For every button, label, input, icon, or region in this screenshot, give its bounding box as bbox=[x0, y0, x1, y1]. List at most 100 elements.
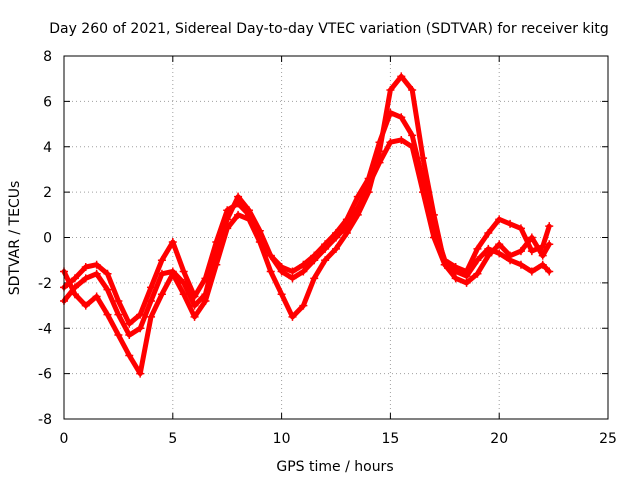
track-3-marker-22 bbox=[299, 301, 308, 310]
track-2-marker-15 bbox=[223, 215, 232, 224]
track-1-marker-22 bbox=[299, 260, 308, 269]
y-tick-label--6: -6 bbox=[38, 367, 52, 383]
track-3-marker-12 bbox=[190, 312, 199, 321]
track-3-marker-42 bbox=[516, 247, 525, 256]
y-tick-label--2: -2 bbox=[38, 276, 52, 292]
track-1-marker-5 bbox=[114, 297, 123, 306]
track-3-marker-14 bbox=[212, 260, 221, 269]
track-3-marker-6 bbox=[125, 351, 134, 360]
track-2-marker-11 bbox=[179, 278, 188, 287]
track-2-marker-45 bbox=[545, 267, 554, 276]
track-1-marker-1 bbox=[70, 274, 79, 283]
track-3-marker-7 bbox=[136, 369, 145, 378]
track-2-marker-23 bbox=[310, 256, 319, 265]
track-2-marker-30 bbox=[386, 138, 395, 147]
track-1-marker-31 bbox=[397, 113, 406, 122]
track-3-marker-20 bbox=[277, 290, 286, 299]
track-3-marker-23 bbox=[310, 274, 319, 283]
track-2-marker-9 bbox=[157, 269, 166, 278]
track-2-line bbox=[61, 137, 552, 338]
track-3-marker-18 bbox=[255, 238, 264, 247]
track-1-line bbox=[61, 110, 552, 327]
data-series bbox=[60, 72, 554, 378]
track-2-marker-21 bbox=[288, 274, 297, 283]
track-3-marker-45 bbox=[545, 240, 554, 249]
track-3-marker-17 bbox=[244, 215, 253, 224]
track-3-marker-34 bbox=[429, 210, 438, 219]
track-1-marker-21 bbox=[288, 267, 297, 276]
track-1-marker-9 bbox=[157, 256, 166, 265]
track-3-marker-5 bbox=[114, 331, 123, 340]
track-2-marker-33 bbox=[419, 188, 428, 197]
x-tick-label-25: 25 bbox=[599, 431, 617, 447]
track-3-marker-27 bbox=[353, 210, 362, 219]
track-2-marker-42 bbox=[516, 260, 525, 269]
track-2-marker-31 bbox=[397, 135, 406, 144]
track-3-marker-32 bbox=[408, 86, 417, 95]
track-2-marker-8 bbox=[147, 297, 156, 306]
y-axis-label: SDTVAR / TECUs bbox=[7, 181, 23, 296]
track-3-marker-9 bbox=[157, 290, 166, 299]
track-2-marker-3 bbox=[92, 269, 101, 278]
track-1-marker-6 bbox=[125, 319, 134, 328]
track-3-marker-40 bbox=[495, 240, 504, 249]
track-2-marker-16 bbox=[234, 192, 243, 201]
track-3-marker-2 bbox=[81, 301, 90, 310]
y-tick-label-4: 4 bbox=[43, 140, 52, 156]
track-2-marker-25 bbox=[332, 233, 340, 242]
track-2-marker-2 bbox=[81, 274, 90, 283]
track-3-marker-11 bbox=[179, 290, 188, 299]
chart-title: Day 260 of 2021, Sidereal Day-to-day VTE… bbox=[49, 21, 609, 37]
series-track-2 bbox=[60, 135, 554, 340]
track-1-marker-7 bbox=[136, 310, 145, 319]
track-3-line bbox=[61, 73, 552, 377]
track-3-marker-31 bbox=[397, 72, 406, 81]
x-tick-label-10: 10 bbox=[273, 431, 291, 447]
track-1-marker-43 bbox=[527, 247, 536, 256]
track-2-marker-20 bbox=[277, 267, 286, 276]
track-3-marker-10 bbox=[168, 269, 177, 278]
track-2-marker-44 bbox=[538, 260, 547, 269]
track-1-marker-38 bbox=[473, 244, 482, 253]
track-3-marker-35 bbox=[440, 260, 449, 269]
track-2-marker-38 bbox=[473, 256, 482, 265]
track-3-marker-30 bbox=[386, 86, 395, 95]
y-tick-label-6: 6 bbox=[43, 94, 52, 110]
y-tick-label-8: 8 bbox=[43, 49, 52, 65]
track-3-marker-8 bbox=[147, 312, 156, 321]
track-1-marker-4 bbox=[103, 269, 112, 278]
track-3-marker-33 bbox=[419, 154, 428, 163]
y-tick-label--4: -4 bbox=[38, 321, 52, 337]
track-3-marker-16 bbox=[234, 210, 243, 219]
x-tick-label-5: 5 bbox=[168, 431, 177, 447]
x-tick-label-15: 15 bbox=[381, 431, 399, 447]
y-tick-label--8: -8 bbox=[38, 412, 52, 428]
track-3-marker-13 bbox=[201, 297, 210, 306]
track-1-marker-45 bbox=[545, 222, 554, 231]
x-tick-labels: 0 5 10 15 20 25 bbox=[60, 431, 617, 447]
track-1-marker-11 bbox=[179, 267, 188, 276]
track-3-marker-26 bbox=[342, 228, 351, 237]
track-2-marker-43 bbox=[527, 267, 536, 276]
track-3-marker-1 bbox=[70, 290, 79, 299]
track-2-marker-24 bbox=[321, 244, 330, 253]
track-3-marker-3 bbox=[92, 292, 101, 301]
track-1-marker-10 bbox=[168, 238, 177, 247]
track-2-marker-40 bbox=[495, 249, 504, 258]
track-2-marker-5 bbox=[114, 310, 123, 319]
x-tick-label-20: 20 bbox=[490, 431, 508, 447]
track-3-marker-25 bbox=[332, 244, 340, 253]
track-3-marker-38 bbox=[473, 269, 482, 278]
track-3-marker-19 bbox=[266, 267, 275, 276]
track-2-marker-7 bbox=[136, 324, 145, 333]
track-3-marker-37 bbox=[462, 278, 471, 287]
track-1-marker-42 bbox=[516, 224, 525, 233]
track-1-marker-41 bbox=[506, 219, 515, 228]
track-3-marker-39 bbox=[484, 251, 493, 260]
track-3-marker-43 bbox=[527, 233, 536, 242]
x-axis-label: GPS time / hours bbox=[276, 459, 393, 475]
track-3-marker-21 bbox=[288, 312, 297, 321]
track-1-marker-40 bbox=[495, 215, 504, 224]
x-tick-label-0: 0 bbox=[60, 431, 69, 447]
track-3-marker-29 bbox=[375, 147, 384, 156]
